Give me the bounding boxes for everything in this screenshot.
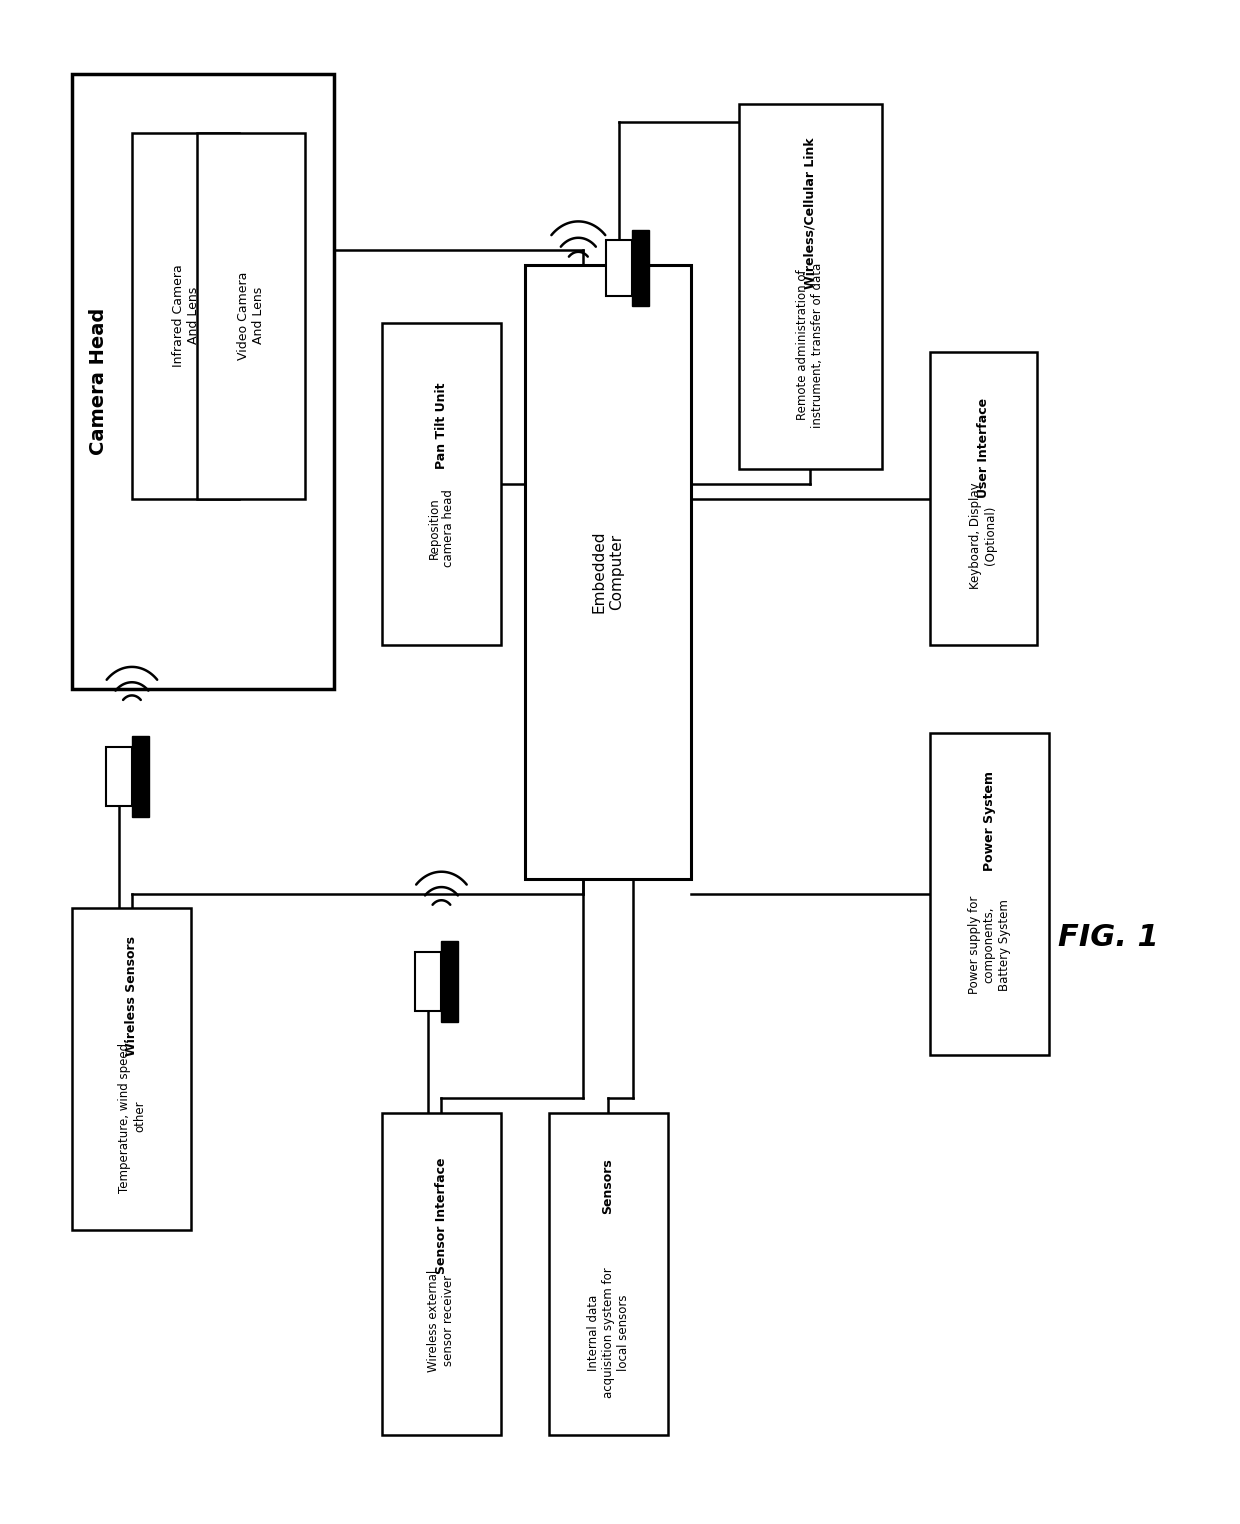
- Bar: [441, 942, 458, 1021]
- Text: User Interface: User Interface: [977, 398, 990, 497]
- Text: Reposition
camera head: Reposition camera head: [428, 489, 455, 567]
- Text: Video Camera
And Lens: Video Camera And Lens: [237, 271, 265, 360]
- Bar: [930, 352, 1037, 645]
- Bar: [105, 747, 131, 806]
- Text: Power supply for
components,
Battery System: Power supply for components, Battery Sys…: [967, 896, 1011, 994]
- Bar: [382, 323, 501, 645]
- Bar: [131, 133, 239, 498]
- Text: Camera Head: Camera Head: [89, 308, 108, 456]
- Bar: [415, 952, 441, 1010]
- Text: Sensors: Sensors: [601, 1158, 615, 1215]
- Text: Power System: Power System: [982, 771, 996, 870]
- Text: Internal data
acquisition system for
local sensors: Internal data acquisition system for loc…: [587, 1268, 630, 1398]
- Text: Pan Tilt Unit: Pan Tilt Unit: [435, 383, 448, 469]
- Text: FIG. 1: FIG. 1: [1058, 924, 1158, 952]
- Text: Remote administration of
instrument, transfer of data: Remote administration of instrument, tra…: [796, 262, 825, 428]
- Text: Wireless/Cellular Link: Wireless/Cellular Link: [804, 137, 817, 290]
- Text: Embedded
Computer: Embedded Computer: [591, 530, 624, 613]
- Text: Temperature, wind speed,
other: Temperature, wind speed, other: [118, 1039, 146, 1193]
- Bar: [525, 265, 692, 879]
- Bar: [739, 104, 882, 469]
- Bar: [72, 908, 191, 1230]
- Bar: [382, 1113, 501, 1436]
- Text: Sensor Interface: Sensor Interface: [435, 1157, 448, 1274]
- Bar: [548, 1113, 667, 1436]
- Bar: [197, 133, 305, 498]
- Text: Infrared Camera
And Lens: Infrared Camera And Lens: [171, 264, 200, 367]
- Text: Keyboard, Display
(Optional): Keyboard, Display (Optional): [970, 482, 997, 588]
- Bar: [632, 230, 649, 306]
- Text: Wireless external
sensor receiver: Wireless external sensor receiver: [428, 1269, 455, 1372]
- Bar: [72, 75, 335, 689]
- Bar: [930, 733, 1049, 1055]
- Bar: [605, 241, 632, 296]
- Text: Wireless Sensors: Wireless Sensors: [125, 936, 139, 1056]
- Bar: [131, 736, 149, 817]
